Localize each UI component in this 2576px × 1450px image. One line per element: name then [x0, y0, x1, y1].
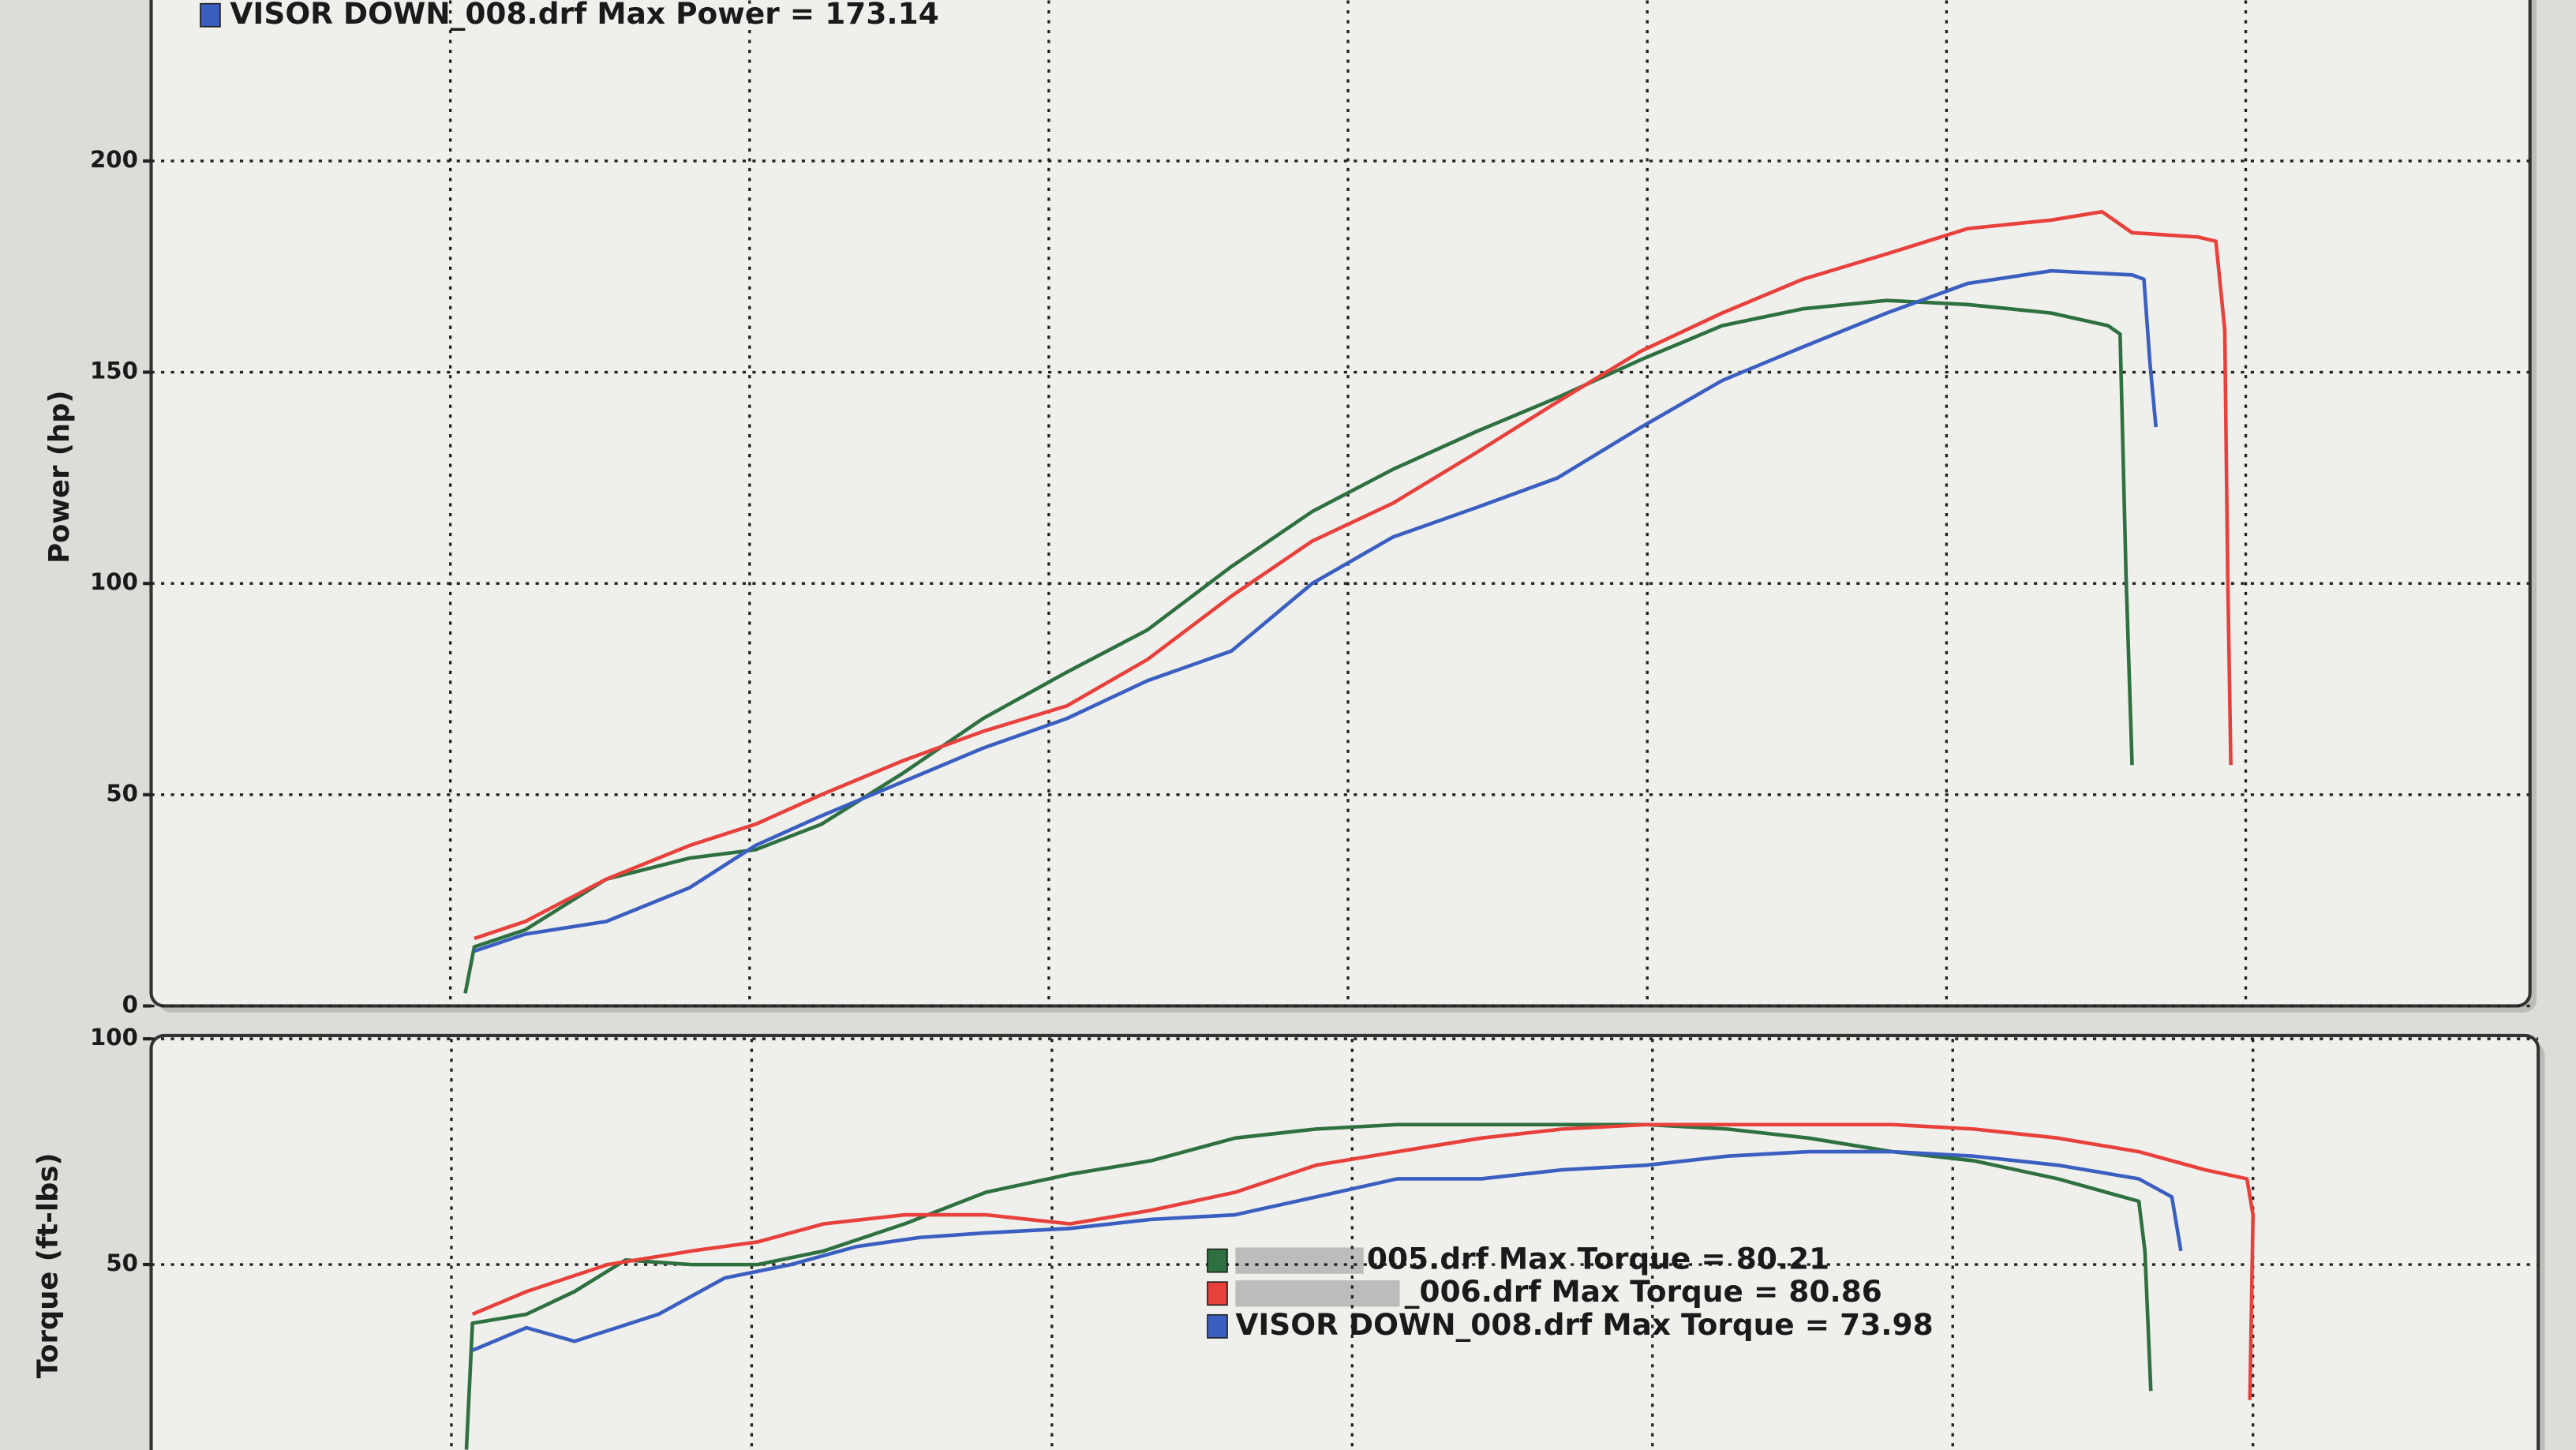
y-tick-label: 100	[90, 1024, 138, 1051]
legend-swatch	[200, 2, 221, 28]
series-line	[474, 268, 2159, 954]
torque-panel	[149, 1033, 2540, 1450]
legend-label: _006.drf Max Torque = 80.86	[1405, 1274, 1882, 1309]
series-line	[471, 1149, 2183, 1352]
blurred-text	[1235, 1247, 1364, 1274]
y-axis-label: Power (hp)	[43, 390, 76, 564]
legend-label: VISOR DOWN_008.drf Max Power = 173.14	[230, 0, 938, 31]
series-line	[474, 209, 2233, 941]
legend-label: VISOR DOWN_008.drf Max Torque = 73.98	[1235, 1307, 1933, 1342]
legend-swatch	[1207, 1248, 1228, 1273]
y-tick-label: 100	[90, 568, 138, 595]
y-tick-label: 50	[106, 1250, 138, 1276]
y-tick-label: 200	[90, 146, 138, 173]
y-axis-label: Torque (ft-lbs)	[32, 1152, 64, 1378]
y-tick-label: 0	[122, 991, 138, 1017]
power-panel	[149, 0, 2532, 1008]
series-line	[471, 1122, 2256, 1400]
legend-swatch	[1207, 1313, 1228, 1339]
y-tick-label: 150	[90, 358, 138, 384]
blurred-text	[1235, 1280, 1400, 1307]
y-tick-label: 50	[106, 780, 138, 807]
legend-label: 005.drf Max Torque = 80.21	[1367, 1242, 1829, 1276]
series-line	[463, 298, 2134, 994]
legend-swatch	[1207, 1281, 1228, 1306]
